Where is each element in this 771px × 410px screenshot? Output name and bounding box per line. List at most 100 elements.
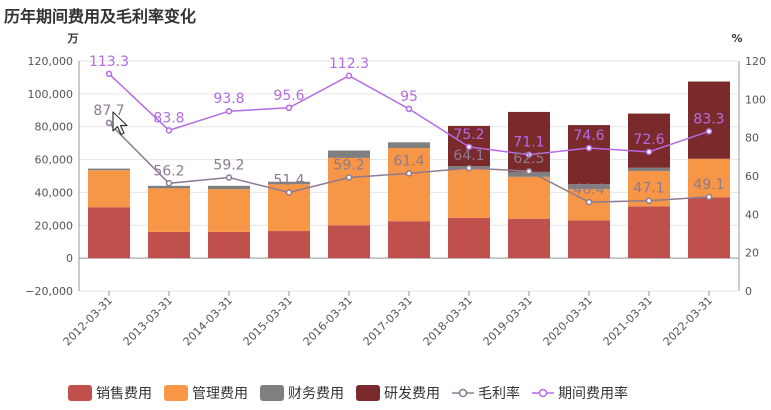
data-label: 83.3 bbox=[693, 111, 724, 127]
bar bbox=[628, 113, 670, 168]
y-right-tick-label: 80 bbox=[745, 132, 759, 145]
data-label: 75.2 bbox=[453, 127, 484, 143]
series-point bbox=[345, 174, 353, 181]
series-point bbox=[525, 151, 533, 158]
bar bbox=[268, 231, 310, 259]
legend-swatch bbox=[68, 385, 92, 401]
data-label: 51.4 bbox=[273, 172, 304, 188]
bar bbox=[148, 185, 190, 189]
data-label: 71.1 bbox=[513, 135, 544, 151]
legend-swatch bbox=[356, 385, 380, 401]
y-left-tick-label: 60,000 bbox=[35, 154, 74, 167]
x-tick-label: 2014-03-31 bbox=[181, 294, 235, 348]
data-label: 62.5 bbox=[513, 151, 544, 167]
series-point bbox=[165, 127, 173, 134]
series-point bbox=[285, 189, 293, 196]
bar bbox=[628, 167, 670, 172]
data-label: 64.1 bbox=[453, 148, 484, 164]
legend-swatch bbox=[260, 385, 284, 401]
data-label: 112.3 bbox=[329, 56, 369, 72]
series-point bbox=[705, 128, 713, 135]
y-left-tick-label: 40,000 bbox=[35, 186, 74, 199]
series-point bbox=[225, 107, 233, 115]
data-label: 59.2 bbox=[333, 158, 364, 174]
series-point bbox=[465, 143, 473, 151]
bar bbox=[208, 189, 250, 232]
data-labels: 87.7 56.2 59.2 51.4 59.2 61.4 64.1 62.5 46.4 47.1… bbox=[89, 54, 725, 198]
bar bbox=[388, 221, 430, 259]
bar bbox=[148, 231, 190, 259]
x-tick-label: 2019-03-31 bbox=[481, 294, 535, 348]
series-point bbox=[345, 72, 353, 80]
y-left-tick-label: 0 bbox=[66, 252, 73, 265]
series-point bbox=[405, 170, 413, 177]
bar bbox=[328, 225, 370, 259]
legend-marker bbox=[538, 388, 548, 398]
data-label: 74.6 bbox=[573, 128, 604, 144]
data-label: 113.3 bbox=[89, 54, 129, 70]
mouse-cursor-icon bbox=[112, 111, 128, 136]
y-left-tick-label: −20,000 bbox=[25, 285, 73, 298]
series-point bbox=[585, 144, 593, 152]
bar bbox=[448, 169, 490, 218]
data-label: 95 bbox=[400, 89, 418, 105]
y-right-tick-label: 120 bbox=[745, 55, 766, 68]
y-right-tick-label: 40 bbox=[745, 208, 759, 221]
legend-label: 财务费用 bbox=[288, 386, 344, 402]
series-point bbox=[165, 180, 173, 187]
x-tick-label: 2012-03-31 bbox=[61, 294, 115, 348]
series-point bbox=[105, 70, 113, 78]
bar bbox=[328, 157, 370, 226]
bar bbox=[688, 158, 730, 198]
data-label: 46.4 bbox=[573, 182, 604, 198]
bar bbox=[388, 148, 430, 222]
x-tick-label: 2013-03-31 bbox=[121, 294, 175, 348]
lines bbox=[105, 70, 713, 206]
x-tick-label: 2015-03-31 bbox=[241, 294, 295, 348]
data-label: 61.4 bbox=[393, 153, 424, 169]
x-tick-label: 2018-03-31 bbox=[421, 294, 475, 348]
series-point bbox=[525, 167, 533, 175]
y-right-tick-label: 60 bbox=[745, 170, 759, 183]
bar bbox=[328, 150, 370, 158]
bar bbox=[568, 184, 610, 190]
series-point bbox=[645, 148, 653, 156]
data-label: 59.2 bbox=[213, 158, 244, 174]
data-label: 72.6 bbox=[633, 132, 664, 148]
y-right-tick-label: 0 bbox=[745, 285, 752, 298]
bar bbox=[508, 218, 550, 259]
data-label: 83.8 bbox=[153, 110, 184, 126]
x-tick-label: 2022-03-31 bbox=[661, 294, 715, 348]
bar bbox=[148, 188, 190, 232]
legend-label: 销售费用 bbox=[96, 386, 152, 402]
legend-label: 毛利率 bbox=[478, 385, 520, 402]
bar bbox=[208, 185, 250, 190]
data-label: 95.6 bbox=[273, 88, 304, 104]
chart-title: 历年期间费用及毛利率变化 bbox=[4, 7, 197, 26]
bar bbox=[508, 111, 550, 172]
bar bbox=[88, 168, 130, 171]
series-point bbox=[645, 197, 653, 204]
y-right-unit: % bbox=[731, 32, 742, 45]
series-point bbox=[465, 164, 473, 172]
series-point bbox=[105, 119, 113, 127]
legend-label: 管理费用 bbox=[192, 386, 248, 402]
bar bbox=[508, 176, 550, 219]
y-left-tick-label: 100,000 bbox=[28, 88, 74, 101]
bar bbox=[388, 142, 430, 149]
bar bbox=[568, 220, 610, 259]
bar bbox=[688, 197, 730, 259]
bar bbox=[568, 125, 610, 185]
data-label: 93.8 bbox=[213, 91, 244, 107]
y-left-tick-label: 120,000 bbox=[28, 55, 74, 68]
series-point bbox=[225, 174, 233, 181]
x-tick-label: 2020-03-31 bbox=[541, 294, 595, 348]
series-point bbox=[585, 198, 593, 206]
data-label: 47.1 bbox=[633, 181, 664, 197]
legend-label: 研发费用 bbox=[384, 386, 440, 402]
y-left-tick-label: 20,000 bbox=[35, 219, 74, 232]
legend: 销售费用 管理费用 财务费用 研发费用 毛利率 期间费用率 bbox=[68, 385, 628, 402]
legend-marker bbox=[458, 388, 468, 398]
series-point bbox=[285, 104, 293, 112]
